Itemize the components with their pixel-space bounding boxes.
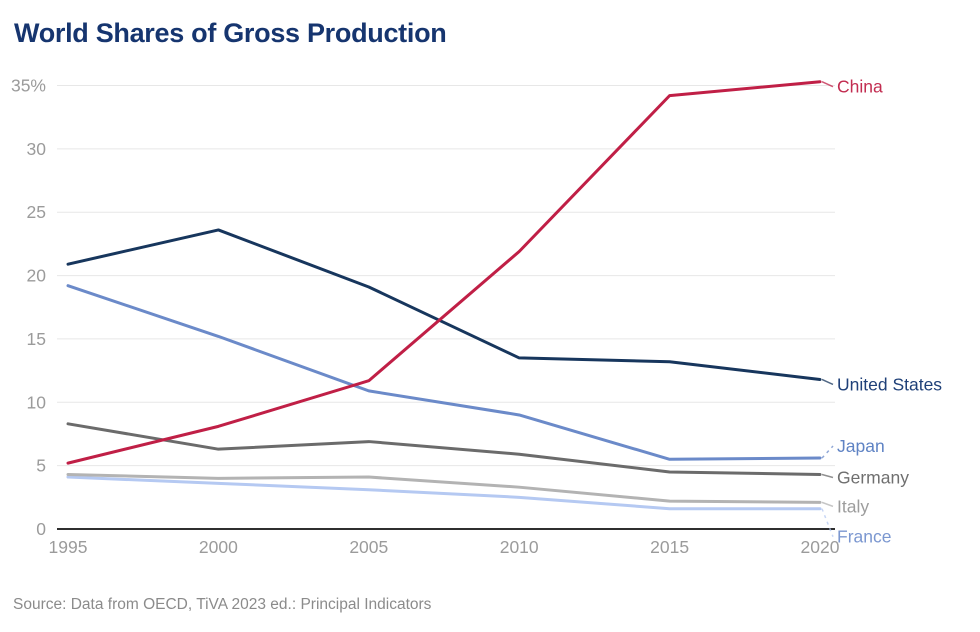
page-title: World Shares of Gross Production <box>14 18 447 48</box>
x-tick-label-1995: 1995 <box>49 537 88 557</box>
series-label-china: China <box>837 77 883 97</box>
y-tick-label-15: 15 <box>27 329 46 349</box>
x-tick-label-2010: 2010 <box>500 537 539 557</box>
series-label-italy: Italy <box>837 496 869 516</box>
series-leader-france <box>821 508 834 537</box>
series-leader-china <box>821 81 834 88</box>
x-tick-label-2005: 2005 <box>349 537 388 557</box>
series-line-france <box>66 475 822 511</box>
x-tick-label-2020: 2020 <box>801 537 840 557</box>
series-leader-germany <box>821 473 834 479</box>
series-line-united-states <box>66 228 822 381</box>
series-line-italy <box>66 473 822 504</box>
series-leader-japan <box>821 445 834 459</box>
series-label-united-states: United States <box>837 374 942 394</box>
x-tick-label-2000: 2000 <box>199 537 238 557</box>
source-note: Source: Data from OECD, TiVA 2023 ed.: P… <box>13 596 432 613</box>
y-tick-label-20: 20 <box>27 266 47 286</box>
y-tick-label-10: 10 <box>27 392 47 412</box>
series-line-china <box>66 80 822 465</box>
y-tick-label-25: 25 <box>27 202 46 222</box>
series-line-germany <box>66 422 822 477</box>
y-tick-label-5: 5 <box>36 456 46 476</box>
series-label-japan: Japan <box>837 436 885 456</box>
series-label-france: France <box>837 527 891 547</box>
series-leader-united-states <box>821 378 834 386</box>
y-tick-label-30: 30 <box>27 139 47 159</box>
y-tick-label-35: 35% <box>11 76 46 96</box>
series-leader-italy <box>821 501 834 508</box>
x-tick-label-2015: 2015 <box>650 537 689 557</box>
series-label-germany: Germany <box>837 468 909 488</box>
series-line-japan <box>66 284 822 461</box>
y-tick-label-0: 0 <box>36 519 46 539</box>
